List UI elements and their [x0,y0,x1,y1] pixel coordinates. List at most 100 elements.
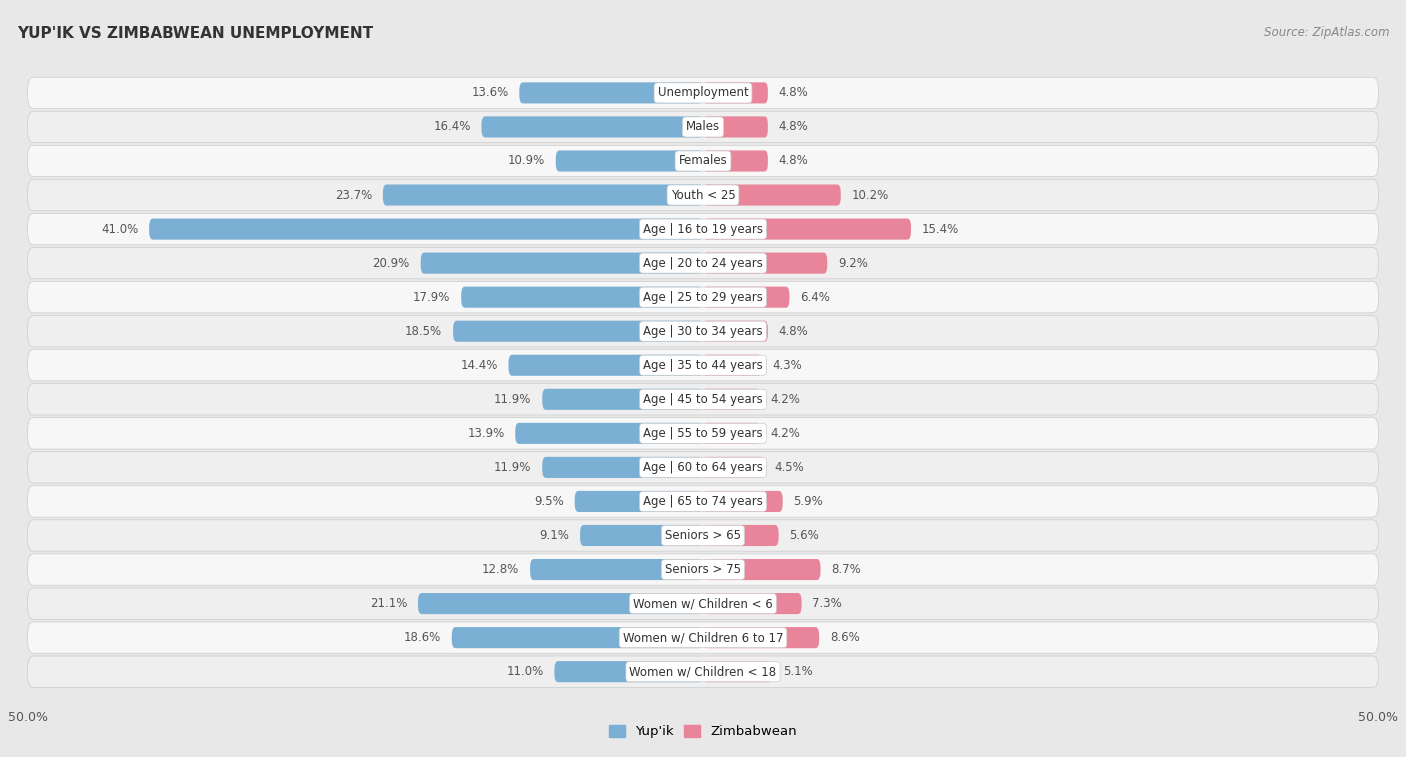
Text: Seniors > 75: Seniors > 75 [665,563,741,576]
Text: Source: ZipAtlas.com: Source: ZipAtlas.com [1264,26,1389,39]
FancyBboxPatch shape [28,520,1378,551]
FancyBboxPatch shape [703,456,763,478]
FancyBboxPatch shape [703,491,783,512]
FancyBboxPatch shape [703,559,821,580]
FancyBboxPatch shape [581,525,703,546]
Text: 16.4%: 16.4% [433,120,471,133]
Text: 9.1%: 9.1% [540,529,569,542]
FancyBboxPatch shape [703,219,911,240]
FancyBboxPatch shape [28,350,1378,381]
Text: 4.5%: 4.5% [775,461,804,474]
FancyBboxPatch shape [382,185,703,206]
Text: 4.8%: 4.8% [779,120,808,133]
Text: Age | 16 to 19 years: Age | 16 to 19 years [643,223,763,235]
Text: 12.8%: 12.8% [482,563,519,576]
FancyBboxPatch shape [28,656,1378,687]
FancyBboxPatch shape [28,248,1378,279]
FancyBboxPatch shape [703,185,841,206]
FancyBboxPatch shape [420,253,703,274]
Text: Age | 65 to 74 years: Age | 65 to 74 years [643,495,763,508]
FancyBboxPatch shape [703,627,820,648]
FancyBboxPatch shape [28,418,1378,449]
Text: Age | 60 to 64 years: Age | 60 to 64 years [643,461,763,474]
FancyBboxPatch shape [703,389,759,410]
Text: 4.8%: 4.8% [779,325,808,338]
FancyBboxPatch shape [509,355,703,375]
FancyBboxPatch shape [28,486,1378,517]
FancyBboxPatch shape [703,151,768,172]
Text: 6.4%: 6.4% [800,291,830,304]
Text: 8.6%: 8.6% [830,631,859,644]
Text: Age | 45 to 54 years: Age | 45 to 54 years [643,393,763,406]
Text: Males: Males [686,120,720,133]
FancyBboxPatch shape [28,452,1378,483]
FancyBboxPatch shape [703,525,779,546]
Text: 5.9%: 5.9% [793,495,824,508]
Text: 20.9%: 20.9% [373,257,411,269]
Text: Unemployment: Unemployment [658,86,748,99]
FancyBboxPatch shape [543,389,703,410]
Text: 10.9%: 10.9% [508,154,546,167]
FancyBboxPatch shape [28,384,1378,415]
Text: 9.5%: 9.5% [534,495,564,508]
FancyBboxPatch shape [451,627,703,648]
FancyBboxPatch shape [515,423,703,444]
FancyBboxPatch shape [703,287,789,308]
Text: 11.9%: 11.9% [494,393,531,406]
Text: YUP'IK VS ZIMBABWEAN UNEMPLOYMENT: YUP'IK VS ZIMBABWEAN UNEMPLOYMENT [17,26,373,42]
Text: 18.6%: 18.6% [404,631,441,644]
FancyBboxPatch shape [28,77,1378,108]
Text: 13.9%: 13.9% [467,427,505,440]
FancyBboxPatch shape [703,253,827,274]
Text: 9.2%: 9.2% [838,257,868,269]
Text: Females: Females [679,154,727,167]
Text: Women w/ Children < 6: Women w/ Children < 6 [633,597,773,610]
FancyBboxPatch shape [28,179,1378,210]
Text: 5.1%: 5.1% [783,665,813,678]
Text: 11.9%: 11.9% [494,461,531,474]
Text: 10.2%: 10.2% [852,188,889,201]
FancyBboxPatch shape [28,111,1378,142]
Text: 4.8%: 4.8% [779,154,808,167]
Text: Age | 35 to 44 years: Age | 35 to 44 years [643,359,763,372]
Text: 23.7%: 23.7% [335,188,373,201]
Text: Women w/ Children < 18: Women w/ Children < 18 [630,665,776,678]
FancyBboxPatch shape [149,219,703,240]
FancyBboxPatch shape [28,145,1378,176]
FancyBboxPatch shape [555,151,703,172]
FancyBboxPatch shape [519,83,703,104]
FancyBboxPatch shape [703,593,801,614]
FancyBboxPatch shape [530,559,703,580]
FancyBboxPatch shape [481,117,703,138]
FancyBboxPatch shape [28,554,1378,585]
Text: Age | 30 to 34 years: Age | 30 to 34 years [643,325,763,338]
Legend: Yup'ik, Zimbabwean: Yup'ik, Zimbabwean [603,720,803,743]
FancyBboxPatch shape [28,588,1378,619]
Text: 11.0%: 11.0% [506,665,544,678]
Text: Youth < 25: Youth < 25 [671,188,735,201]
FancyBboxPatch shape [28,316,1378,347]
FancyBboxPatch shape [28,622,1378,653]
Text: Age | 55 to 59 years: Age | 55 to 59 years [643,427,763,440]
FancyBboxPatch shape [543,456,703,478]
Text: Age | 20 to 24 years: Age | 20 to 24 years [643,257,763,269]
FancyBboxPatch shape [461,287,703,308]
FancyBboxPatch shape [418,593,703,614]
Text: Seniors > 65: Seniors > 65 [665,529,741,542]
Text: 4.2%: 4.2% [770,393,800,406]
Text: Women w/ Children 6 to 17: Women w/ Children 6 to 17 [623,631,783,644]
Text: 4.2%: 4.2% [770,427,800,440]
FancyBboxPatch shape [28,282,1378,313]
FancyBboxPatch shape [28,213,1378,245]
Text: 8.7%: 8.7% [831,563,860,576]
Text: 4.3%: 4.3% [772,359,801,372]
FancyBboxPatch shape [453,321,703,341]
Text: 5.6%: 5.6% [789,529,820,542]
FancyBboxPatch shape [703,661,772,682]
FancyBboxPatch shape [554,661,703,682]
Text: 14.4%: 14.4% [460,359,498,372]
Text: 7.3%: 7.3% [813,597,842,610]
Text: 41.0%: 41.0% [101,223,138,235]
FancyBboxPatch shape [703,321,768,341]
Text: 13.6%: 13.6% [471,86,509,99]
